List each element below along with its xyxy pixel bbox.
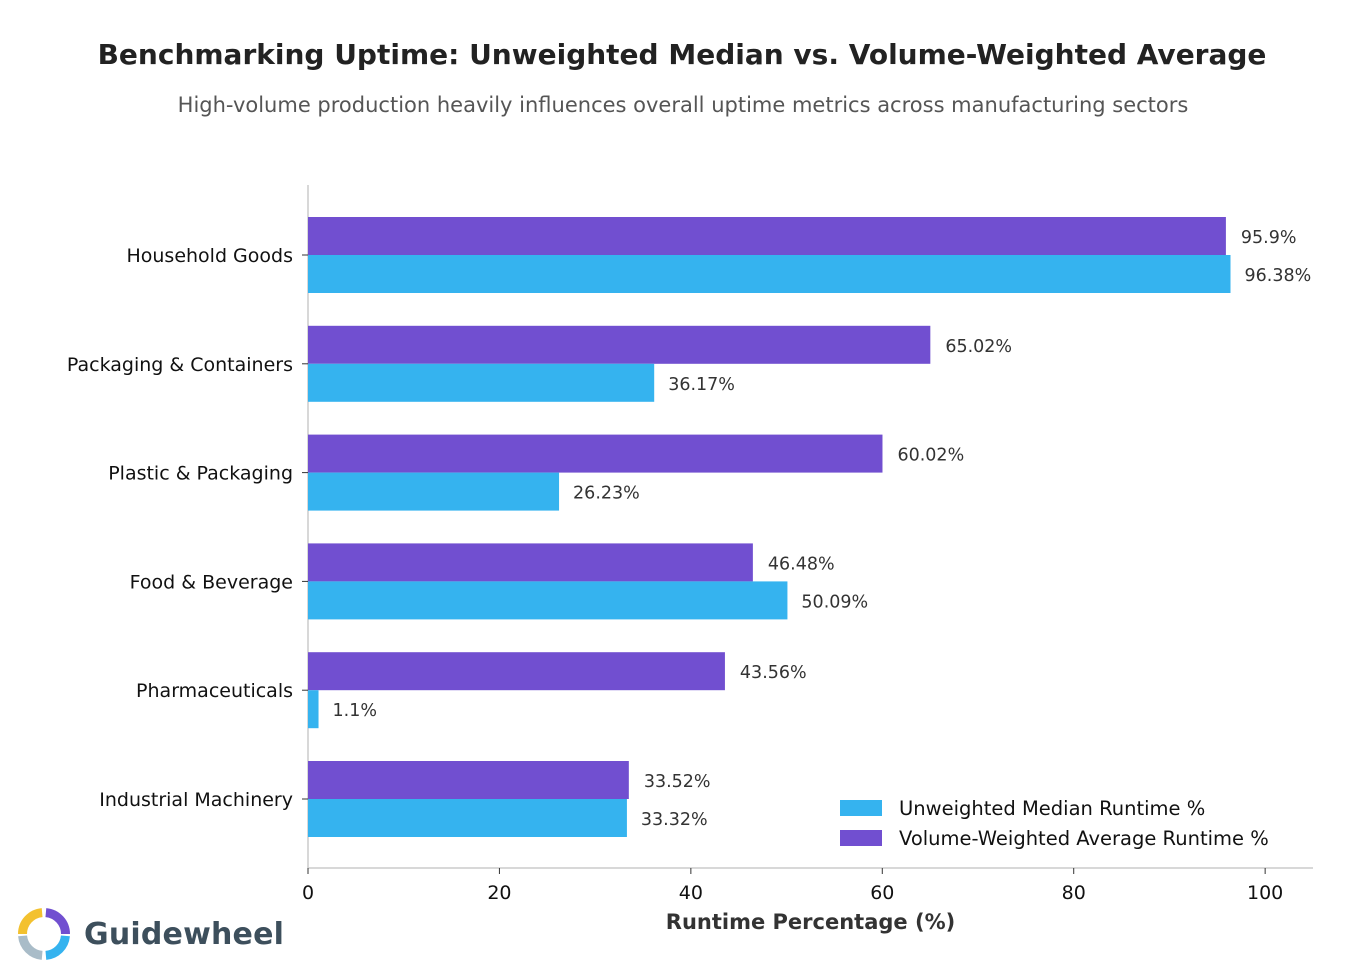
data-label-volume-weighted: 43.56%: [740, 663, 807, 683]
x-axis-label: Runtime Percentage (%): [666, 910, 955, 934]
x-tick-label: 60: [870, 882, 894, 904]
data-label-volume-weighted: 65.02%: [945, 337, 1012, 357]
bar-unweighted-median: [308, 472, 560, 511]
guidewheel-logo-icon: [18, 908, 70, 960]
legend-label: Unweighted Median Runtime %: [899, 797, 1205, 820]
x-tick-label: 0: [302, 882, 314, 904]
x-tick-label: 20: [487, 882, 511, 904]
data-label-unweighted-median: 1.1%: [333, 701, 377, 721]
bar-unweighted-median: [308, 799, 627, 837]
y-category-label: Pharmaceuticals: [136, 680, 293, 702]
chart-subtitle: High-volume production heavily influence…: [177, 93, 1189, 117]
bar-unweighted-median: [308, 255, 1231, 293]
data-label-volume-weighted: 33.52%: [644, 772, 711, 792]
y-category-label: Packaging & Containers: [67, 354, 293, 376]
data-label-unweighted-median: 36.17%: [668, 375, 735, 395]
bar-volume-weighted: [308, 325, 931, 364]
bar-volume-weighted: [308, 761, 629, 799]
x-tick-label: 100: [1247, 882, 1283, 904]
legend-label: Volume-Weighted Average Runtime %: [899, 827, 1269, 850]
bar-volume-weighted: [308, 434, 883, 473]
legend-swatch: [840, 800, 882, 816]
guidewheel-logo-text: Guidewheel: [84, 916, 285, 952]
data-label-unweighted-median: 26.23%: [573, 484, 640, 504]
bar-volume-weighted: [308, 543, 753, 582]
y-category-label: Industrial Machinery: [99, 789, 293, 811]
y-category-label: Food & Beverage: [130, 571, 293, 593]
data-label-volume-weighted: 46.48%: [768, 554, 835, 574]
x-tick-label: 80: [1062, 882, 1086, 904]
x-tick-label: 40: [679, 882, 703, 904]
bar-unweighted-median: [308, 581, 788, 620]
data-label-unweighted-median: 50.09%: [801, 592, 868, 612]
data-label-unweighted-median: 96.38%: [1244, 266, 1311, 286]
bar-unweighted-median: [308, 690, 319, 729]
data-label-unweighted-median: 33.32%: [641, 810, 708, 830]
legend-swatch: [840, 830, 882, 846]
y-category-label: Household Goods: [126, 245, 293, 267]
chart-title: Benchmarking Uptime: Unweighted Median v…: [97, 38, 1267, 71]
y-category-label: Plastic & Packaging: [108, 463, 293, 485]
bar-unweighted-median: [308, 363, 655, 402]
data-label-volume-weighted: 95.9%: [1241, 228, 1297, 248]
data-label-volume-weighted: 60.02%: [897, 446, 964, 466]
guidewheel-logo: Guidewheel: [18, 908, 284, 960]
bar-volume-weighted: [308, 217, 1226, 255]
bar-volume-weighted: [308, 652, 725, 691]
